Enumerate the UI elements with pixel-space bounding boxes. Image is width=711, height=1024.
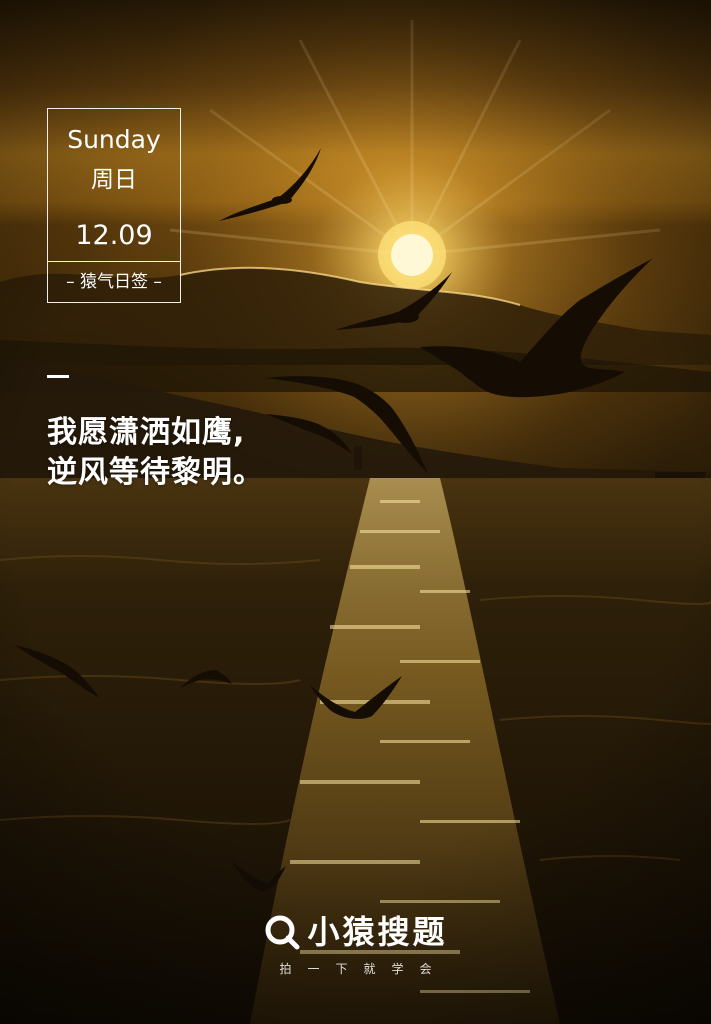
date-number: 12.09 (75, 220, 153, 251)
quote-line-2: 逆风等待黎明。 (47, 455, 264, 490)
weekday-english: Sunday (67, 125, 161, 154)
brand-footer: 小猿搜题 拍一下就学会 (0, 912, 711, 977)
weekday-chinese: 周日 (91, 167, 137, 193)
quote-line-1: 我愿潇洒如鹰, (47, 415, 246, 450)
daily-sign-tag: – 猿气日签 – (66, 272, 162, 292)
date-card: Sunday 周日 12.09 – 猿气日签 – (47, 108, 181, 303)
brand-name: 小猿搜题 (307, 913, 448, 951)
brand-slogan: 拍一下就学会 (279, 962, 448, 976)
date-card-divider (48, 261, 180, 262)
quote-text: 我愿潇洒如鹰, 逆风等待黎明。 (47, 413, 264, 493)
quote-dash-mark (47, 375, 69, 378)
brand-logo: 小猿搜题 (263, 912, 447, 952)
magnifier-q-icon (265, 915, 300, 950)
